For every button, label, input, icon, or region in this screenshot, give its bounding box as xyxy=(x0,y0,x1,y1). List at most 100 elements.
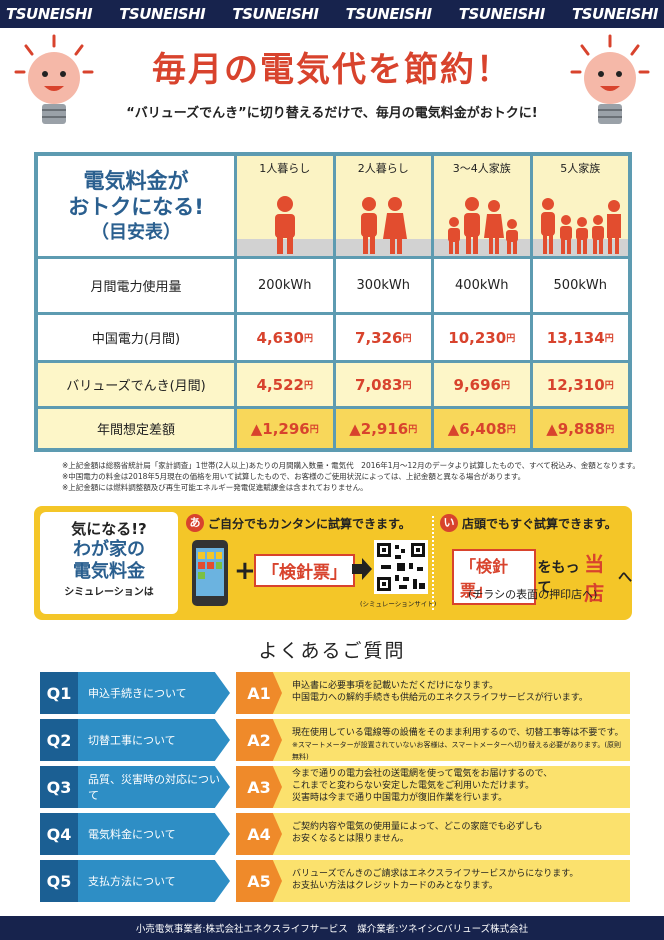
store-instruction: 「検針票」 をもって 当店 へ xyxy=(452,548,632,606)
column-couple: 2人暮らし xyxy=(332,156,431,256)
footnote: ※上記金額は総務省統計局「家計調査」1世帯(2人以上)あたりの月間購入数量・電気… xyxy=(62,461,640,470)
brand-bar: TSUNEISHI TSUNEISHI TSUNEISHI TSUNEISHI … xyxy=(0,0,664,28)
row-label: 年間想定差額 xyxy=(38,409,234,448)
answer-text: ご契約内容や電気の使用量によって、どこの家庭でも必ずしも お安くなるとは限りませ… xyxy=(292,822,543,844)
faq-question[interactable]: Q5 支払方法について xyxy=(40,860,230,902)
plus-sign: + xyxy=(234,556,256,586)
faq-question[interactable]: Q4 電気料金について xyxy=(40,813,230,855)
faq-question[interactable]: Q1 申込手続きについて xyxy=(40,672,230,714)
usage-value: 400kWh xyxy=(431,259,530,312)
header: 毎月の電気代を節約！ “バリューズでんき”に切り替えるだけで、毎月の電気料金がお… xyxy=(0,28,664,143)
values-denki-value: 7,083 円 xyxy=(332,363,432,406)
faq-answer: A5 バリューズでんきのご請求はエネクスライフサービスからになります。 お支払い… xyxy=(236,860,630,902)
simulation-title-line: 電気料金 xyxy=(73,561,145,582)
column-family-5: 5人家族 xyxy=(529,156,628,256)
faq-title: よくあるご質問 xyxy=(258,640,406,662)
lightbulb-mascot-icon xyxy=(14,34,94,124)
footnote: ※上記金額には燃料調整額及び再生可能エネルギー発電促進賦課金は含まれておりません… xyxy=(62,483,368,492)
usage-value: 500kWh xyxy=(529,259,629,312)
footer: 小売電気事業者:株式会社エネクスライフサービス 媒介業者:ツネイシCバリューズ株… xyxy=(0,916,664,940)
faq-item: Q5 支払方法について A5 バリューズでんきのご請求はエネクスライフサービスか… xyxy=(40,860,630,902)
answer-main-text: 現在使用している電線等の設備をそのまま利用するので、切替工事等は不要です。 xyxy=(292,728,624,738)
price-table: 電気料金が おトクになる! （目安表） 1人暮らし 2人暮らし 3～4人家族 5… xyxy=(34,152,632,452)
annual-diff-value: ▲6,408 円 xyxy=(431,409,530,448)
annual-diff-value: ▲2,916 円 xyxy=(332,409,431,448)
arrow-right-icon xyxy=(352,558,372,580)
simulation-title-line: 気になる!? xyxy=(71,520,147,538)
answer-text: 申込書に必要事項を記載いただくだけになります。 中国電力への解約手続きも供給元の… xyxy=(292,681,588,703)
answer-number: A1 xyxy=(236,672,282,714)
answer-number: A4 xyxy=(236,813,282,855)
table-row: バリューズでんき(月間) 4,522 円 7,083 円 9,696 円 12,310… xyxy=(38,360,628,406)
brand-logo-text: TSUNEISHI xyxy=(571,5,659,23)
brand-logo-text: TSUNEISHI xyxy=(6,5,93,23)
family-figure-icon xyxy=(532,178,628,256)
step-badge: い xyxy=(440,514,458,532)
faq-answer: A3 今まで通りの電力会社の送電網を使って電気をお届けするので、 これまでと変わ… xyxy=(236,766,630,808)
usage-value: 200kWh xyxy=(234,259,333,312)
answer-number: A5 xyxy=(236,860,282,902)
question-number: Q1 xyxy=(40,672,78,714)
column-header: 5人家族 xyxy=(560,162,601,175)
simulation-title-line: わが家の xyxy=(73,539,145,560)
footnote: ※中国電力の料金は2018年5月現在の価格を用いて試算したもので、お客様のご使用… xyxy=(62,472,526,481)
faq-item: Q3 品質、災害時の対応について A3 今まで通りの電力会社の送電網を使って電気… xyxy=(40,766,630,808)
question-number: Q5 xyxy=(40,860,78,902)
values-denki-value: 9,696 円 xyxy=(431,363,530,406)
table-title-note: （目安表） xyxy=(91,222,181,243)
faq-question[interactable]: Q3 品質、災害時の対応について xyxy=(40,766,230,808)
qr-code-icon[interactable] xyxy=(374,540,428,594)
column-header: 3～4人家族 xyxy=(452,162,511,175)
answer-number: A3 xyxy=(236,766,282,808)
self-simulation-text: ご自分でもカンタンに試算できます。 xyxy=(208,516,411,531)
question-number: Q4 xyxy=(40,813,78,855)
family-figure-icon xyxy=(335,178,431,256)
question-number: Q2 xyxy=(40,719,78,761)
table-title: 電気料金が おトクになる! （目安表） xyxy=(38,156,234,256)
row-label: 中国電力(月間) xyxy=(91,332,181,347)
question-number: Q3 xyxy=(40,766,78,808)
faq-answer: A1 申込書に必要事項を記載いただくだけになります。 中国電力への解約手続きも供… xyxy=(236,672,630,714)
store-instruction-text: をもって xyxy=(537,560,580,596)
question-text: 電気料金について xyxy=(88,828,176,841)
divider xyxy=(432,516,434,610)
table-row: 年間想定差額 ▲1,296 円 ▲2,916 円 ▲6,408 円 ▲9,888 円 xyxy=(38,406,628,448)
row-label: バリューズでんき(月間) xyxy=(66,379,206,394)
faq-item: Q1 申込手続きについて A1 申込書に必要事項を記載いただくだけになります。 … xyxy=(40,672,630,714)
family-figure-icon xyxy=(237,178,333,256)
faq-answer: A2 現在使用している電線等の設備をそのまま利用するので、切替工事等は不要です。… xyxy=(236,719,630,761)
brand-logo-text: TSUNEISHI xyxy=(458,5,546,23)
qr-caption: (シミュレーションサイト) xyxy=(360,600,437,608)
smartphone-icon xyxy=(192,540,228,606)
family-figure-icon xyxy=(434,178,530,256)
values-denki-value: 4,522 円 xyxy=(234,363,333,406)
footnotes: ※上記金額は総務省統計局「家計調査」1世帯(2人以上)あたりの月間購入数量・電気… xyxy=(62,460,640,493)
simulation-title: 気になる!? わが家の 電気料金 シミュレーションは xyxy=(40,512,178,614)
store-instruction-emphasis: 当店 xyxy=(584,552,605,605)
step-badge: あ xyxy=(186,514,204,532)
answer-note: ※スマートメーターが設置されていないお客様は、スマートメーターへ切り替える必要が… xyxy=(292,741,622,761)
answer-text: 今まで通りの電力会社の送電網を使って電気をお届けするので、 これまでと変わらない… xyxy=(292,769,553,803)
question-text: 支払方法について xyxy=(88,875,176,888)
table-row: 中国電力(月間) 4,630 円 7,326 円 10,230 円 13,134 円 xyxy=(38,312,628,360)
annual-diff-value: ▲1,296 円 xyxy=(234,409,333,448)
usage-value: 300kWh xyxy=(332,259,432,312)
answer-text: バリューズでんきのご請求はエネクスライフサービスからになります。 お支払い方法は… xyxy=(292,869,579,891)
question-text: 品質、災害時の対応について xyxy=(88,773,220,802)
column-single: 1人暮らし xyxy=(234,156,333,256)
meter-slip-label: 「検針票」 xyxy=(254,554,355,587)
store-note: (チラシの表面の押印店へ) xyxy=(468,588,598,601)
answer-text: 現在使用している電線等の設備をそのまま利用するので、切替工事等は不要です。 ※ス… xyxy=(292,727,626,763)
simulation-title-line: シミュレーションは xyxy=(64,587,154,598)
annual-diff-value: ▲9,888 円 xyxy=(529,409,628,448)
table-title-line: 電気料金が xyxy=(83,169,189,193)
page-title: 毎月の電気代を節約！ xyxy=(152,50,512,90)
faq-question[interactable]: Q2 切替工事について xyxy=(40,719,230,761)
meter-slip-label: 「検針票」 xyxy=(452,549,536,605)
page-subtitle: “バリューズでんき”に切り替えるだけで、毎月の電気料金がおトクに! xyxy=(126,106,538,121)
table-row: 月間電力使用量 200kWh 300kWh 400kWh 500kWh xyxy=(38,256,628,312)
column-family-3-4: 3～4人家族 xyxy=(431,156,530,256)
values-denki-value: 12,310 円 xyxy=(529,363,629,406)
table-title-line: おトクになる! xyxy=(68,195,204,219)
faq-answer: A4 ご契約内容や電気の使用量によって、どこの家庭でも必ずしも お安くなるとは限… xyxy=(236,813,630,855)
